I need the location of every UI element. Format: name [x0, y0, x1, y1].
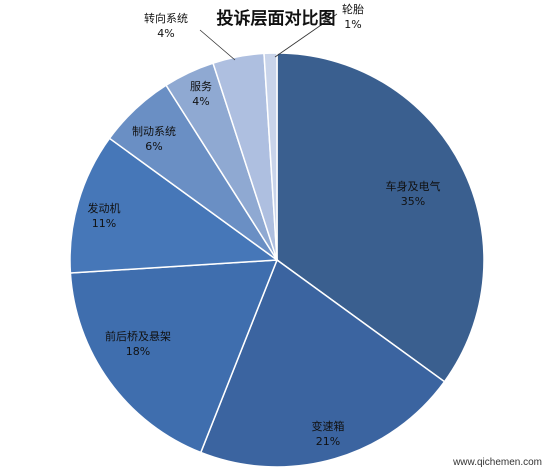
- leader-line: [274, 13, 338, 58]
- slice-label: 变速箱: [312, 419, 345, 433]
- slice-label: 制动系统: [132, 125, 176, 138]
- chart-title: 投诉层面对比图: [216, 9, 336, 29]
- pie-slice: [69, 259, 279, 454]
- slice-label: 服务: [190, 80, 212, 93]
- pie-slice: [263, 52, 278, 261]
- slice-percent-label: 11%: [92, 217, 116, 230]
- slice-label: 轮胎: [342, 2, 364, 16]
- pie-slice: [69, 137, 280, 274]
- slice-percent-label: 6%: [145, 140, 162, 153]
- leader-line: [199, 29, 236, 61]
- slice-percent-label: 21%: [316, 435, 340, 448]
- pie-slice: [199, 258, 446, 468]
- slice-percent-label: 18%: [126, 345, 150, 358]
- slice-label: 发动机: [88, 201, 121, 215]
- slice-percent-label: 1%: [344, 18, 361, 31]
- slice-label: 转向系统: [144, 11, 188, 25]
- watermark-text: www.qichemen.com: [453, 457, 542, 468]
- slice-percent-label: 35%: [401, 195, 425, 208]
- slice-label: 车身及电气: [386, 179, 441, 193]
- slice-percent-label: 4%: [157, 27, 174, 40]
- slice-label: 前后桥及悬架: [105, 329, 171, 343]
- pie-slice: [276, 52, 485, 383]
- slice-percent-label: 4%: [192, 95, 209, 108]
